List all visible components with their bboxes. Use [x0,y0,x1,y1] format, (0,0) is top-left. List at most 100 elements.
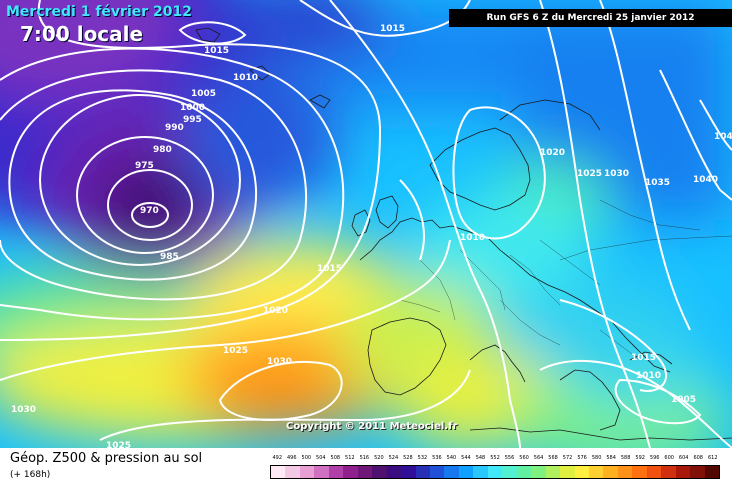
isobar-label: 1030 [11,405,36,415]
scale-value: 504 [316,455,326,461]
scale-value: 564 [533,455,544,461]
scale-value: 548 [475,455,486,461]
scale-swatch [343,466,358,478]
scale-swatch [603,466,618,478]
map-title: Géop. Z500 & pression au sol [10,451,203,466]
scale-value: 580 [591,455,602,461]
scale-swatch [574,466,589,478]
scale-value: 520 [374,455,384,461]
scale-swatch [458,466,474,478]
isobar-label: 1000 [180,103,205,113]
isobar-label: 1010 [460,233,485,243]
isobar-label: 995 [183,115,202,125]
scale-swatch [675,466,691,478]
isobar-label: 970 [140,206,159,216]
scale-swatch [314,466,329,478]
scale-swatch [560,466,575,478]
isobar-label: 1005 [671,395,696,405]
scale-swatch [617,466,633,478]
isobar-label: 1025 [577,169,602,179]
scale-value: 556 [504,455,515,461]
isobar-label: 980 [153,145,172,155]
isobar-label: 1015 [631,353,656,363]
color-scale-bar [270,465,720,479]
scale-swatch [487,466,503,478]
scale-value: 576 [577,455,587,461]
isobar-label: 1025 [223,346,248,356]
scale-value: 536 [432,455,442,461]
isobar-label: 1005 [191,89,216,99]
isobar-label: 1010 [233,73,258,83]
scale-value: 512 [345,455,355,461]
scale-value: 572 [562,455,573,461]
scale-swatch [429,466,445,478]
isobar-label: 104 [714,132,732,142]
isobar-labels: 1015 1010 1005 1000 995 990 980 975 970 … [11,24,732,448]
scale-swatch [271,466,286,478]
scale-value: 540 [446,455,457,461]
scale-value: 568 [548,455,558,461]
isobar-label: 985 [160,252,179,262]
isobar-label: 1040 [693,175,718,185]
date-title: Mercredi 1 février 2012 [6,4,192,20]
scale-value: 532 [417,455,428,461]
scale-value: 560 [519,455,529,461]
scale-swatch [661,466,676,478]
isobar-label: 1010 [636,371,661,381]
scale-swatch [632,466,647,478]
scale-value: 596 [649,455,660,461]
isobar-label: 990 [165,123,184,133]
scale-value: 516 [359,455,370,461]
scale-swatch [473,466,488,478]
scale-value: 552 [490,455,500,461]
scale-swatch [415,466,430,478]
scale-swatch [401,466,416,478]
scale-swatch [690,466,705,478]
scale-value: 492 [272,455,283,461]
weather-map: 1015 1010 1005 1000 995 990 980 975 970 … [0,0,732,448]
scale-swatch [531,466,546,478]
scale-swatch [299,466,315,478]
isobar-label: 1020 [540,148,565,158]
scale-swatch [646,466,662,478]
scale-swatch [704,466,720,478]
isobar-label: 1030 [604,169,629,179]
scale-value: 500 [301,455,312,461]
isobar-label: 1030 [267,357,292,367]
scale-value: 588 [620,455,631,461]
scale-value: 508 [330,455,341,461]
scale-value: 496 [286,455,297,461]
scale-swatch [386,466,402,478]
color-scale-labels: 492 496 500 504 508 512 516 520 524 528 532 536 540 5… [270,455,720,464]
borders [399,199,732,361]
scale-value: 544 [461,455,471,461]
isobar-label: 975 [135,161,154,171]
scale-swatch [444,466,459,478]
forecast-hours: (+ 168h) [10,470,51,480]
isobar-label: 1025 [106,441,131,448]
scale-swatch [285,466,300,478]
scale-value: 600 [664,455,674,461]
scale-swatch [516,466,532,478]
copyright-notice: Copyright © 2011 Meteociel.fr [286,421,458,432]
isobar-label: 1015 [317,264,342,274]
isobar-label: 1015 [204,46,229,56]
scale-value: 524 [388,455,399,461]
scale-value: 592 [635,455,645,461]
scale-swatch [545,466,561,478]
scale-swatch [357,466,373,478]
isobars [0,0,732,448]
isobar-label: 1015 [380,24,405,34]
scale-value: 604 [678,455,689,461]
isobar-label: 1020 [263,306,288,316]
scale-value: 584 [606,455,616,461]
scale-value: 608 [693,455,703,461]
run-info-banner: Run GFS 6 Z du Mercredi 25 janvier 2012 [449,9,732,27]
legend-footer: Géop. Z500 & pression au sol (+ 168h) 49… [0,448,732,488]
scale-swatch [372,466,387,478]
local-time-title: 7:00 locale [20,22,144,46]
scale-value: 528 [403,455,413,461]
isobar-label: 1035 [645,178,670,188]
scale-swatch [502,466,517,478]
scale-swatch [588,466,604,478]
